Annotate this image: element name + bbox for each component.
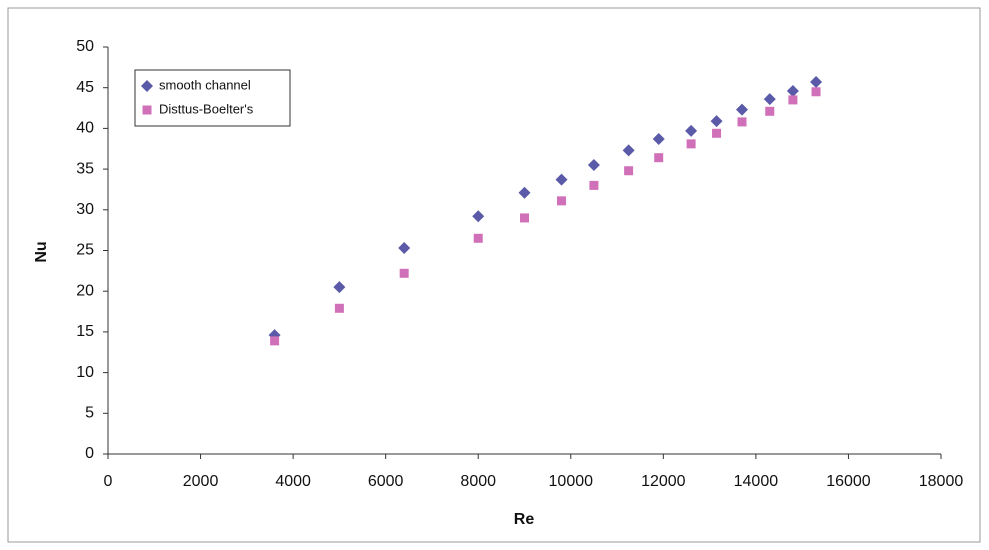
x-tick-label: 12000 <box>641 473 686 490</box>
square-marker <box>399 268 409 278</box>
square-marker <box>334 303 344 313</box>
diamond-marker <box>398 242 411 255</box>
diamond-marker <box>587 159 600 172</box>
diamond-marker <box>555 173 568 186</box>
square-marker <box>788 95 798 105</box>
diamond-marker <box>710 115 723 128</box>
diamond-marker <box>333 281 346 294</box>
x-tick-label: 14000 <box>734 473 779 490</box>
square-marker <box>654 153 664 163</box>
x-tick-label: 16000 <box>826 473 871 490</box>
x-tick-label: 4000 <box>275 473 311 490</box>
y-tick-label: 45 <box>76 79 94 96</box>
y-axis-title: Nu <box>33 241 50 262</box>
y-tick-label: 0 <box>85 445 94 462</box>
y-tick-label: 15 <box>76 323 94 340</box>
x-tick-label: 10000 <box>549 473 594 490</box>
x-axis-title: Re <box>514 511 535 528</box>
diamond-marker <box>472 210 485 223</box>
diamond-marker <box>810 76 823 89</box>
diamond-marker <box>652 132 665 145</box>
square-marker <box>811 87 821 97</box>
y-tick-label: 40 <box>76 120 94 137</box>
square-marker <box>270 336 280 346</box>
diamond-marker <box>685 124 698 137</box>
y-tick-label: 35 <box>76 160 94 177</box>
x-tick-label: 8000 <box>460 473 496 490</box>
square-marker <box>557 196 567 206</box>
legend-label: smooth channel <box>159 77 251 92</box>
square-marker <box>686 139 696 149</box>
square-marker <box>737 117 747 127</box>
x-tick-label: 6000 <box>368 473 404 490</box>
x-tick-label: 18000 <box>919 473 964 490</box>
legend-box <box>134 69 291 127</box>
x-tick-label: 0 <box>104 473 113 490</box>
diamond-marker <box>786 84 799 97</box>
square-marker <box>712 128 722 138</box>
square-marker <box>765 106 775 116</box>
square-marker <box>142 105 152 115</box>
square-marker <box>520 213 529 223</box>
y-tick-label: 20 <box>76 282 94 299</box>
diamond-marker <box>736 103 749 116</box>
diamond-marker <box>622 144 635 157</box>
y-tick-label: 25 <box>76 242 94 259</box>
diamond-marker <box>518 186 531 199</box>
square-marker <box>473 233 483 243</box>
y-tick-label: 50 <box>76 38 94 55</box>
diamond-marker <box>141 80 153 92</box>
chart-border <box>7 7 981 543</box>
y-tick-label: 5 <box>85 405 94 422</box>
y-tick-label: 30 <box>76 201 94 218</box>
y-tick-label: 10 <box>76 364 94 381</box>
diamond-marker <box>763 93 776 106</box>
square-marker <box>589 180 599 190</box>
legend-label: Disttus-Boelter's <box>159 101 254 116</box>
x-tick-label: 2000 <box>183 473 219 490</box>
square-marker <box>624 166 634 176</box>
